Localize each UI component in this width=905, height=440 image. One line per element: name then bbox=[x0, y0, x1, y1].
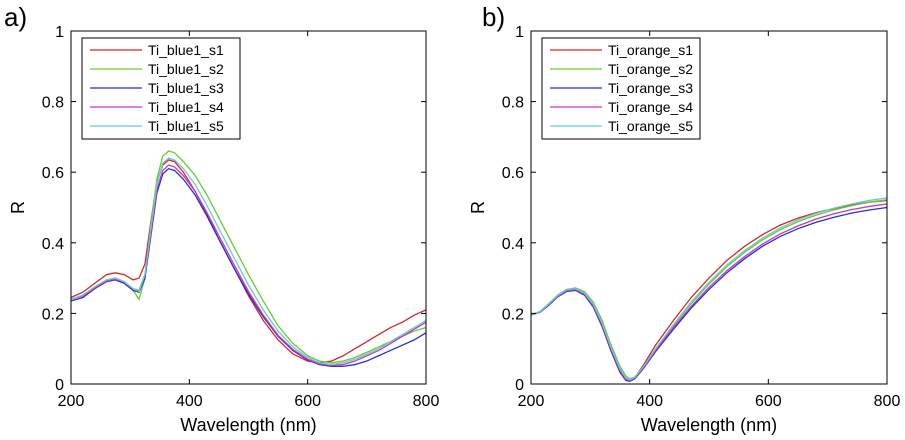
legend-label-1: Ti_blue1_s1 bbox=[148, 42, 224, 58]
series-line-1 bbox=[531, 199, 887, 382]
series-line-4 bbox=[71, 164, 426, 367]
legend-label-4: Ti_blue1_s4 bbox=[148, 99, 224, 115]
legend-label-5: Ti_blue1_s5 bbox=[148, 118, 224, 134]
y-tick-label: 0.4 bbox=[42, 236, 64, 253]
y-tick-label: 0.8 bbox=[42, 95, 64, 112]
x-tick-label: 600 bbox=[294, 393, 321, 410]
legend-label-3: Ti_orange_s3 bbox=[608, 80, 693, 96]
series-line-5 bbox=[71, 157, 426, 366]
chart-panel-2: b) 200 400 600 800 0 0.2 0.4 0.6 0.8 1 Wavelength (… bbox=[468, 2, 900, 435]
x-tick-label: 800 bbox=[874, 393, 901, 410]
x-tick-label: 200 bbox=[58, 393, 85, 410]
y-tick-label: 1 bbox=[55, 24, 64, 41]
x-tick-label: 400 bbox=[176, 393, 203, 410]
y-tick-label: 0 bbox=[55, 377, 64, 394]
x-tick-label: 200 bbox=[518, 393, 545, 410]
y-tick-label: 0.6 bbox=[502, 165, 524, 182]
x-axis-label: Wavelength (nm) bbox=[641, 415, 777, 435]
y-tick-label: 0.8 bbox=[502, 95, 524, 112]
y-tick-label: 1 bbox=[515, 24, 524, 41]
chart-panel-1: a) 200 400 600 800 0 0.2 0.4 0.6 0.8 1 Wavelength (… bbox=[4, 2, 439, 435]
x-tick-label: 400 bbox=[636, 393, 663, 410]
series-line-3 bbox=[531, 206, 887, 382]
axes-box bbox=[530, 30, 888, 385]
legend-label-5: Ti_orange_s5 bbox=[608, 118, 693, 134]
y-axis-label: R bbox=[8, 201, 28, 214]
axes-box bbox=[70, 30, 427, 385]
y-tick-label: 0.4 bbox=[502, 236, 524, 253]
legend-label-2: Ti_blue1_s2 bbox=[148, 61, 224, 77]
y-tick-label: 0.2 bbox=[502, 306, 524, 323]
panel-label: a) bbox=[4, 2, 27, 32]
y-axis-label: R bbox=[468, 201, 488, 214]
y-tick-label: 0 bbox=[515, 377, 524, 394]
series-line-2 bbox=[71, 150, 426, 364]
series-line-5 bbox=[531, 197, 887, 381]
legend-label-1: Ti_orange_s1 bbox=[608, 42, 693, 58]
x-tick-label: 600 bbox=[755, 393, 782, 410]
legend-label-4: Ti_orange_s4 bbox=[608, 99, 693, 115]
y-tick-label: 0.2 bbox=[42, 306, 64, 323]
series-line-1 bbox=[71, 159, 426, 364]
panel-label: b) bbox=[482, 2, 505, 32]
x-axis-label: Wavelength (nm) bbox=[180, 415, 316, 435]
y-tick-label: 0.6 bbox=[42, 165, 64, 182]
series-line-3 bbox=[71, 167, 426, 367]
x-tick-label: 800 bbox=[413, 393, 440, 410]
legend-label-2: Ti_orange_s2 bbox=[608, 61, 693, 77]
legend-label-3: Ti_blue1_s3 bbox=[148, 80, 224, 96]
